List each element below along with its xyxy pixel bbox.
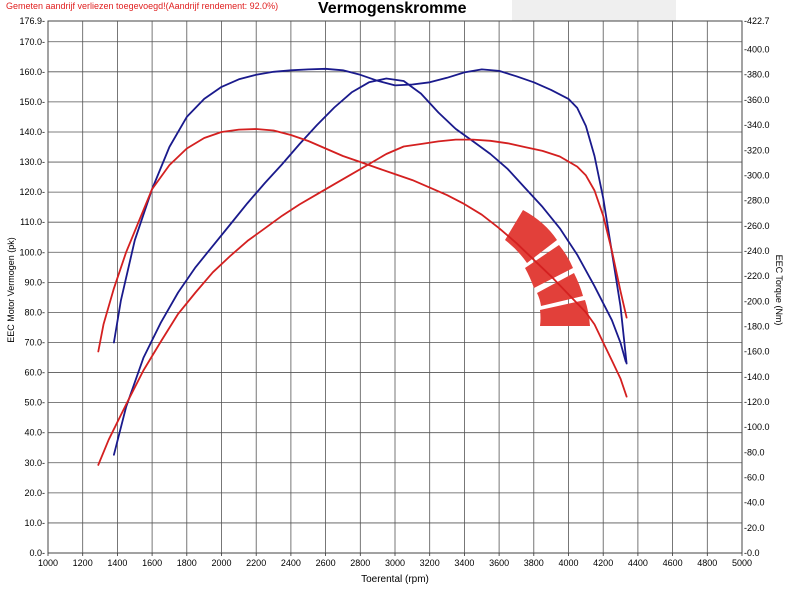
x-tick-label: 4000 <box>558 558 578 568</box>
x-tick-label: 1800 <box>177 558 197 568</box>
y-right-tick-label: -20.0 <box>744 523 765 533</box>
x-tick-label: 3000 <box>385 558 405 568</box>
logo-bar-1 <box>505 210 557 263</box>
y-right-tick-label: -200.0 <box>744 296 770 306</box>
x-tick-label: 2600 <box>316 558 336 568</box>
y-left-tick-label: 10.0- <box>24 518 45 528</box>
y-right-tick-label: -0.0 <box>744 548 760 558</box>
grid-lines <box>48 21 742 553</box>
brand-logo-watermark <box>505 210 590 326</box>
x-tick-label: 2000 <box>211 558 231 568</box>
y-left-tick-label: 100.0- <box>19 247 45 257</box>
x-tick-label: 1400 <box>107 558 127 568</box>
y-left-tick-label: 110.0- <box>20 217 45 227</box>
y-left-tick-label: 30.0- <box>24 458 45 468</box>
y-left-tick-label: 160.0- <box>19 67 45 77</box>
y-left-tick-label: 150.0- <box>19 97 45 107</box>
y-right-tick-label: -80.0 <box>744 447 765 457</box>
y-left-tick-label: 40.0- <box>24 428 45 438</box>
y-right-tick-label: -280.0 <box>744 196 770 206</box>
x-tick-label: 1000 <box>38 558 58 568</box>
y-left-tick-label: 176.9- <box>19 16 45 26</box>
y-right-tick-label: -240.0 <box>744 246 770 256</box>
x-tick-label: 3800 <box>524 558 544 568</box>
y-right-tick-label: -400.0 <box>744 45 770 55</box>
y-right-axis-label: EEC Torque (Nm) <box>774 255 784 326</box>
y-left-tick-label: 130.0- <box>19 157 45 167</box>
y-right-tick-label: -260.0 <box>744 221 770 231</box>
curves <box>97 67 628 466</box>
x-tick-label: 1600 <box>142 558 162 568</box>
y-right-tick-label: -422.7 <box>744 16 770 26</box>
chart-title: Vermogenskromme <box>318 0 467 17</box>
y-right-tick-label: -340.0 <box>744 120 770 130</box>
y-left-tick-label: 80.0- <box>24 307 45 317</box>
y-right-tick-label: -180.0 <box>744 321 770 331</box>
x-tick-label: 3600 <box>489 558 509 568</box>
y-right-tick-label: -380.0 <box>744 70 770 80</box>
x-axis-label: Toerental (rpm) <box>361 574 429 585</box>
x-tick-label: 2200 <box>246 558 266 568</box>
title-highlight-box <box>512 0 676 22</box>
y-left-tick-label: 60.0- <box>24 368 45 378</box>
tuned-torque-curve <box>113 77 627 456</box>
y-left-tick-label: 20.0- <box>24 488 45 498</box>
x-tick-label: 4400 <box>628 558 648 568</box>
y-left-tick-label: 170.0- <box>19 37 45 47</box>
x-tick-label: 4800 <box>697 558 717 568</box>
y-right-axis-ticks: -0.0 -20.0 -40.0 -60.0 -80.0 -100.0 -120.0 -140… <box>744 16 770 558</box>
x-tick-label: 3200 <box>420 558 440 568</box>
y-right-tick-label: -320.0 <box>744 145 770 155</box>
y-right-tick-label: -120.0 <box>744 397 770 407</box>
y-right-tick-label: -360.0 <box>744 95 770 105</box>
y-left-tick-label: 0.0- <box>29 548 45 558</box>
x-tick-label: 3400 <box>454 558 474 568</box>
logo-bar-4 <box>540 300 590 326</box>
x-tick-label: 4200 <box>593 558 613 568</box>
y-right-tick-label: -40.0 <box>744 498 765 508</box>
x-tick-label: 2800 <box>350 558 370 568</box>
x-tick-label: 4600 <box>663 558 683 568</box>
y-left-tick-label: 90.0- <box>24 277 45 287</box>
y-right-tick-label: -300.0 <box>744 170 770 180</box>
x-tick-label: 2400 <box>281 558 301 568</box>
stock-torque-curve <box>97 138 628 466</box>
x-axis-ticks: 1000 1200 1400 1600 1800 2000 2200 2400 2600 2800… <box>38 553 752 568</box>
y-left-tick-label: 120.0- <box>19 187 45 197</box>
y-right-tick-label: -60.0 <box>744 472 765 482</box>
y-left-tick-label: 140.0- <box>19 127 45 137</box>
y-left-axis-label: EEC Motor Vermogen (pk) <box>6 237 16 343</box>
logo-bar-2 <box>525 245 573 288</box>
x-tick-label: 1200 <box>73 558 93 568</box>
y-right-tick-label: -140.0 <box>744 372 770 382</box>
tuned-power-curve <box>113 67 628 365</box>
drivetrain-loss-notice: Gemeten aandrijf verliezen toegevoegd!(A… <box>6 1 279 11</box>
y-left-tick-label: 70.0- <box>24 337 45 347</box>
x-tick-label: 5000 <box>732 558 752 568</box>
y-left-axis-ticks: 0.0- 10.0- 20.0- 30.0- 40.0- 50.0- 60.0- 70.0- 8… <box>19 16 45 558</box>
y-right-tick-label: -220.0 <box>744 271 770 281</box>
y-right-tick-label: -160.0 <box>744 347 770 357</box>
y-left-tick-label: 50.0- <box>24 398 45 408</box>
y-right-tick-label: -100.0 <box>744 422 770 432</box>
